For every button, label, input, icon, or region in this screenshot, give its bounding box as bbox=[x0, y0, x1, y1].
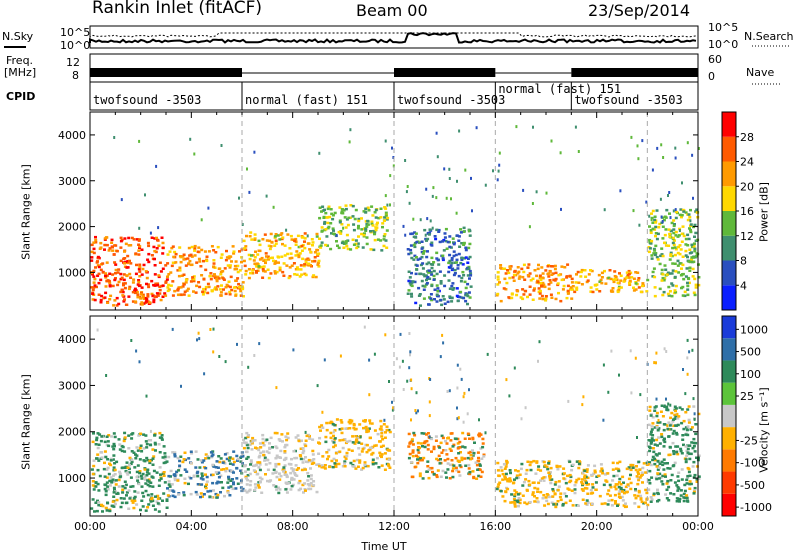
colorbar-velocity-seg-4 bbox=[722, 404, 736, 428]
colorbar-velocity-seg-5 bbox=[722, 382, 736, 405]
colorbar-tick-velocity-0: 1000 bbox=[740, 323, 768, 336]
noise-tick-right-top: 10^5 bbox=[708, 21, 739, 34]
echo-region-velocity-3 bbox=[318, 418, 392, 471]
colorbar-tick-velocity-6: -500 bbox=[740, 479, 765, 492]
beam-title: Beam 00 bbox=[356, 1, 428, 20]
colorbar-tick-power-6: 28 bbox=[740, 131, 754, 144]
xtick-label-6: 00:00 bbox=[682, 520, 714, 533]
nsky-label: N.Sky bbox=[2, 30, 34, 43]
nsky-line bbox=[89, 32, 697, 44]
echo-region-power-3 bbox=[318, 204, 390, 252]
colorbar-velocity-frame bbox=[721, 315, 737, 517]
panel-velocity-data bbox=[90, 325, 701, 513]
date-title: 23/Sep/2014 bbox=[588, 1, 691, 20]
echo-region-power-6 bbox=[571, 268, 650, 294]
colorbar-power-seg-0 bbox=[722, 285, 736, 310]
colorbar-tick-velocity-7: -1000 bbox=[740, 501, 772, 514]
echo-region-velocity-1 bbox=[166, 450, 245, 499]
freq-label-2: [MHz] bbox=[4, 66, 37, 79]
nave-label: Nave bbox=[746, 66, 775, 79]
nsearch-line bbox=[89, 32, 697, 38]
echo-region-power-7 bbox=[647, 208, 701, 298]
colorbar-velocity-seg-7 bbox=[722, 338, 736, 361]
scatter-velocity bbox=[96, 325, 696, 439]
colorbar-power-seg-5 bbox=[722, 161, 736, 187]
colorbar-tick-power-0: 4 bbox=[740, 279, 747, 292]
echo-region-velocity-4 bbox=[407, 431, 486, 480]
xtick-label-2: 08:00 bbox=[277, 520, 309, 533]
xtick-label-1: 04:00 bbox=[175, 520, 207, 533]
echo-region-power-0 bbox=[90, 235, 169, 307]
colorbar-power-seg-6 bbox=[722, 136, 736, 162]
colorbar-velocity-seg-8 bbox=[722, 316, 736, 339]
colorbar-velocity-seg-0 bbox=[722, 493, 736, 516]
colorbar-tick-power-5: 24 bbox=[740, 156, 754, 169]
colorbar-power-seg-7 bbox=[722, 112, 736, 137]
colorbar-tick-power-2: 12 bbox=[740, 230, 754, 243]
freq-band-0 bbox=[90, 68, 242, 77]
echo-region-power-2 bbox=[242, 231, 321, 280]
station-title: Rankin Inlet (fitACF) bbox=[92, 0, 263, 18]
nsearch-label: N.Search bbox=[744, 30, 794, 43]
freq-band-4 bbox=[571, 68, 698, 77]
ytick-label-velocity-3: 4000 bbox=[58, 333, 86, 346]
noise-strip-frame bbox=[89, 25, 699, 49]
echo-region-power-5 bbox=[495, 263, 575, 303]
colorbar-tick-velocity-2: 100 bbox=[740, 368, 761, 381]
echo-region-velocity-6 bbox=[647, 404, 701, 503]
cpid-segment-2: twofsound -3503 bbox=[397, 93, 505, 107]
noise-tick-right-bottom: 10^0 bbox=[708, 38, 739, 51]
freq-band-2 bbox=[394, 68, 496, 77]
colorbar-tick-power-1: 8 bbox=[740, 255, 747, 268]
cpid-segment-1: normal (fast) 151 bbox=[245, 93, 368, 107]
xlabel: Time UT bbox=[361, 540, 407, 553]
ytick-label-velocity-2: 3000 bbox=[58, 379, 86, 392]
colorbar-velocity-seg-2 bbox=[722, 449, 736, 472]
panel-power-data bbox=[90, 125, 701, 307]
ytick-label-power-2: 3000 bbox=[58, 175, 86, 188]
colorbar-tick-velocity-4: -25 bbox=[740, 434, 758, 447]
colorbar-tick-velocity-5: -100 bbox=[740, 457, 765, 470]
noise-tick-left-bottom: 10^0 bbox=[60, 39, 91, 52]
colorbar-tick-velocity-1: 500 bbox=[740, 346, 761, 359]
xtick-label-5: 20:00 bbox=[581, 520, 613, 533]
colorbar-power-seg-2 bbox=[722, 235, 736, 261]
freq-label-1: Freq. bbox=[6, 54, 34, 67]
colorbar-power-seg-4 bbox=[722, 186, 736, 211]
echo-region-power-1 bbox=[166, 244, 245, 298]
colorbar-power-seg-3 bbox=[722, 211, 736, 236]
ytick-label-power-1: 2000 bbox=[58, 221, 86, 234]
freq-tick-top: 12 bbox=[66, 56, 80, 69]
nave-tick-top: 60 bbox=[708, 53, 722, 66]
colorbar-tick-velocity-3: 25 bbox=[740, 390, 754, 403]
echo-region-velocity-2 bbox=[242, 431, 321, 495]
nave-tick-bottom: 0 bbox=[708, 70, 715, 83]
cpid-segment-0: twofsound -3503 bbox=[93, 93, 201, 107]
colorbar-velocity-seg-3 bbox=[722, 427, 736, 450]
cpid-segment-4: twofsound -3503 bbox=[574, 93, 682, 107]
xtick-label-4: 16:00 bbox=[479, 520, 511, 533]
xtick-label-3: 12:00 bbox=[378, 520, 410, 533]
echo-region-velocity-5 bbox=[495, 459, 651, 509]
colorbar-velocity-seg-6 bbox=[722, 360, 736, 383]
ytick-label-velocity-1: 2000 bbox=[58, 426, 86, 439]
xtick-label-0: 00:00 bbox=[74, 520, 106, 533]
cpid-segment-3: normal (fast) 151 bbox=[498, 82, 621, 96]
colorbar-velocity-seg-1 bbox=[722, 471, 736, 494]
ytick-label-power-0: 1000 bbox=[58, 266, 86, 279]
cpid-label: CPID bbox=[6, 90, 36, 103]
freq-tick-bottom: 8 bbox=[72, 69, 79, 82]
colorbar-tick-power-4: 20 bbox=[740, 180, 754, 193]
ytick-label-velocity-0: 1000 bbox=[58, 472, 86, 485]
ytick-label-power-3: 4000 bbox=[58, 129, 86, 142]
echo-region-power-4 bbox=[406, 226, 473, 307]
colorbar-power-seg-1 bbox=[722, 260, 736, 286]
colorbar-tick-power-3: 16 bbox=[740, 205, 754, 218]
scatter-power bbox=[113, 125, 700, 238]
noise-tick-left-top: 10^5 bbox=[60, 26, 91, 39]
echo-region-velocity-0 bbox=[90, 431, 169, 513]
